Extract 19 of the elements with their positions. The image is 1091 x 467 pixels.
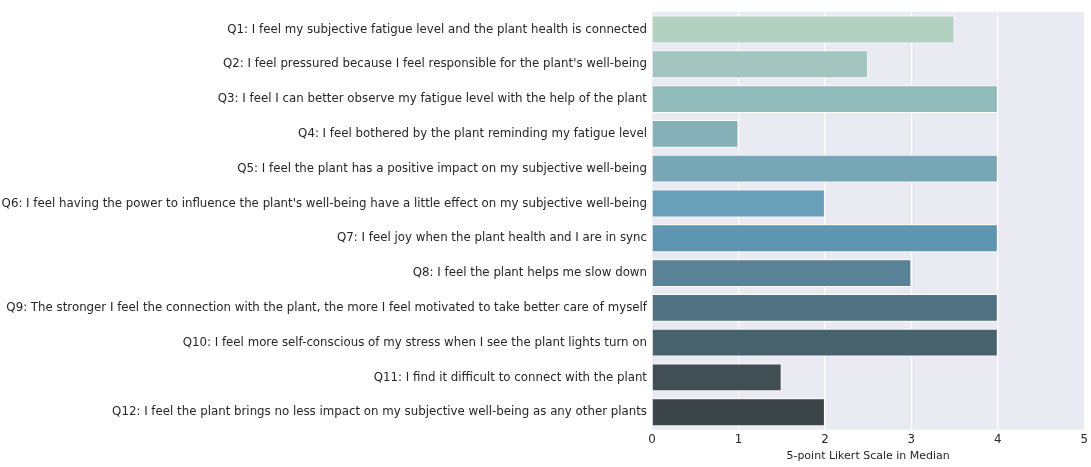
y-tick-label: Q7: I feel joy when the plant health and I are in sync	[337, 230, 647, 245]
x-tick-label: 0	[648, 431, 656, 446]
x-tick-label: 5	[1080, 431, 1089, 446]
y-tick-label: Q6: I feel having the power to influence the plant's well-being have a little effect on my subjective well-being	[1, 195, 647, 210]
y-tick-label: Q12: I feel the plant brings no less impact on my subjective well-being as any other plants	[112, 404, 647, 419]
y-tick-label: Q4: I feel bothered by the plant reminding my fatigue level	[298, 125, 647, 140]
y-tick-label: Q9: The stronger I feel the connection with the plant, the more I feel motivated to take better care of myself	[6, 299, 648, 314]
x-tick-label: 3	[907, 431, 916, 446]
y-tick-label: Q2: I feel pressured because I feel responsible for the plant's well-being	[222, 56, 647, 71]
x-axis-title: 5-point Likert Scale in Median	[786, 449, 950, 463]
y-tick-label: Q1: I feel my subjective fatigue level and the plant health is connected	[227, 21, 647, 36]
y-tick-label: Q5: I feel the plant has a positive impact on my subjective well-being	[237, 160, 647, 175]
x-tick-label: 1	[734, 431, 743, 446]
y-tick-label: Q10: I feel more self-conscious of my stress when I see the plant lights turn on	[182, 334, 647, 349]
y-tick-label: Q11: I find it difficult to connect with the plant	[373, 369, 648, 384]
x-tick-label: 2	[821, 431, 829, 446]
y-tick-label: Q8: I feel the plant helps me slow down	[412, 265, 647, 280]
y-tick-label: Q3: I feel I can better observe my fatigue level with the help of the plant	[217, 91, 648, 106]
x-tick-label: 4	[994, 431, 1002, 446]
